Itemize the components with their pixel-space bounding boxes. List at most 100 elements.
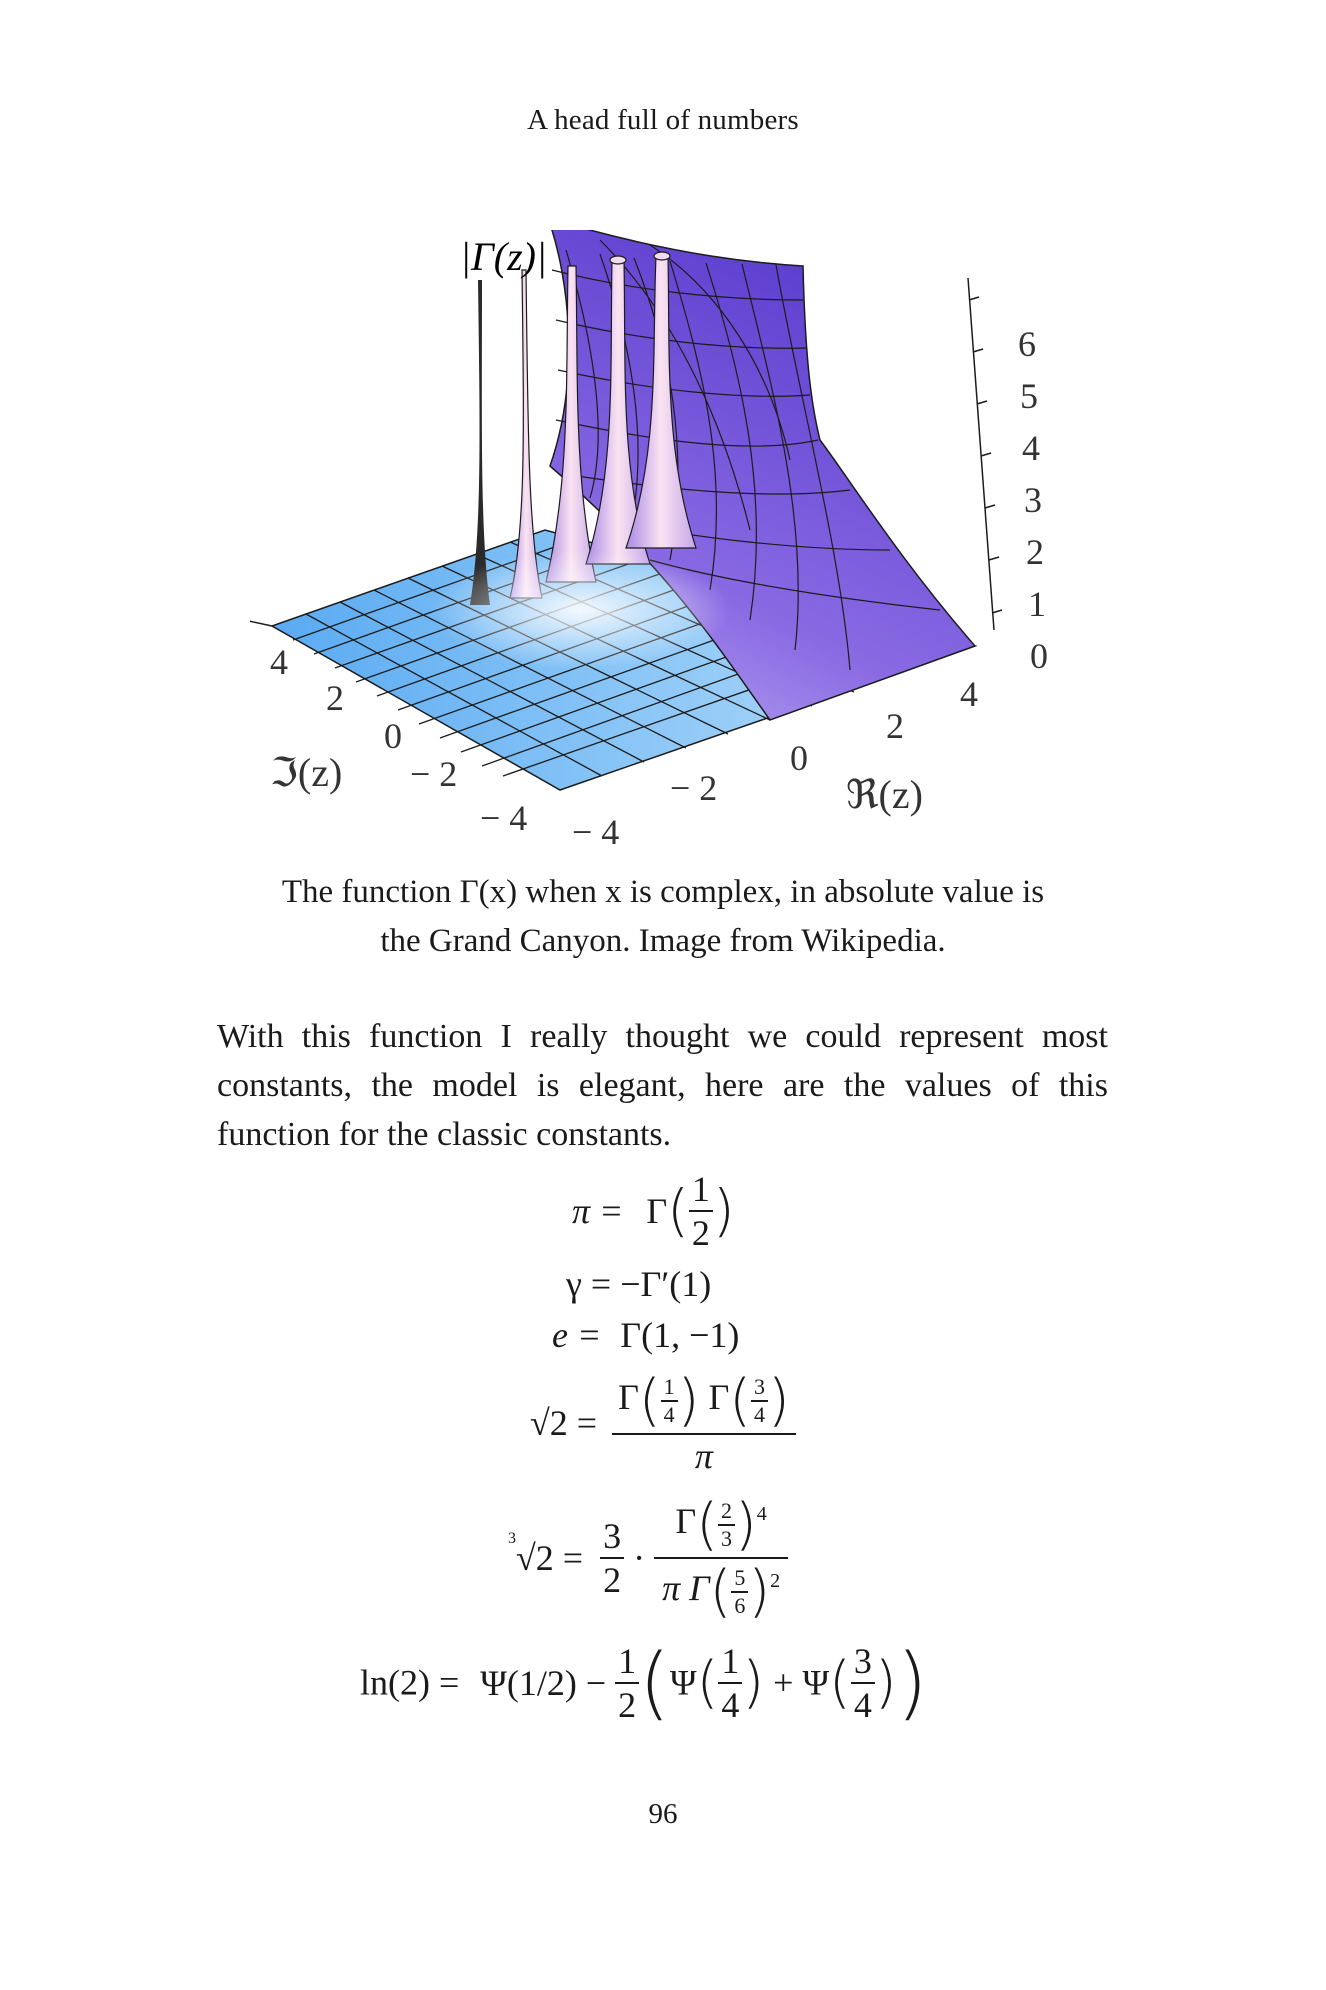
eq-rhs: Γ(1, −1) (620, 1315, 740, 1355)
frac-den: 2 (691, 1213, 710, 1253)
caption-line: the Grand Canyon. Image from Wikipedia. (380, 923, 946, 959)
paren-open: ( (638, 1368, 661, 1433)
z-tick: 5 (1020, 376, 1038, 416)
paren-open: ( (709, 1559, 732, 1624)
real-tick: 0 (790, 738, 808, 778)
paren-close: ) (735, 1492, 757, 1557)
frac-num: Γ(2 3)4 (654, 1492, 789, 1559)
frac-den: 2 (618, 1684, 637, 1725)
pole-spike (470, 280, 490, 605)
imag-tick: − 4 (480, 798, 527, 838)
paren-close: ) (712, 1178, 735, 1244)
gamma-surface-figure: |Γ(z)| 6 5 4 3 2 1 0 4 2 0 − 2 − 4 − 4 −… (243, 216, 1100, 870)
equation-euler-gamma: γ = −Γ′(1) (566, 1263, 711, 1305)
imag-tick: 4 (270, 642, 288, 682)
frac-num: 3 (850, 1640, 875, 1684)
psi-symbol: Ψ (802, 1662, 830, 1703)
pole-spike (625, 255, 697, 549)
plus-operator: + (773, 1662, 794, 1703)
page-number: 96 (648, 1798, 678, 1830)
frac-den: 4 (721, 1684, 740, 1725)
z-tick: 0 (1030, 636, 1048, 676)
eq-lhs: ln(2) = (360, 1662, 460, 1703)
gamma-symbol: Γ (618, 1376, 639, 1417)
pi-gamma: π Γ (662, 1567, 710, 1608)
paren-close: ) (677, 1368, 700, 1433)
z-tick: 3 (1024, 480, 1042, 520)
real-tick: − 4 (572, 812, 619, 852)
z-tick: 6 (1018, 324, 1036, 364)
frac-den: 2 (603, 1560, 622, 1600)
dot-operator: · (633, 1538, 646, 1578)
eq-lhs: γ = −Γ′(1) (566, 1264, 712, 1304)
imag-tick: − 2 (410, 754, 457, 794)
imag-tick: 2 (326, 678, 344, 718)
wall-grid (551, 239, 941, 671)
real-tick: − 2 (670, 768, 717, 808)
imag-axis-label: ℑ(z) (270, 750, 342, 795)
frac-num: 3 (751, 1374, 769, 1402)
psi-half-term: Ψ(1/2) − (480, 1662, 607, 1703)
paren-close: ) (742, 1650, 765, 1715)
paren-open: ( (639, 1636, 671, 1729)
paren-close: ) (874, 1650, 897, 1715)
frac-num: 5 (731, 1565, 749, 1593)
eq-lhs: √2 = (516, 1538, 584, 1578)
root-index: 3 (508, 1530, 516, 1548)
frac-den: 4 (663, 1401, 675, 1427)
gamma-symbol: Γ (708, 1376, 730, 1417)
frac-num: 1 (615, 1640, 640, 1684)
frac-den: 4 (754, 1401, 766, 1427)
pole-spikes (430, 251, 730, 670)
z-axis (967, 277, 1003, 631)
eq-lhs: √2 = (530, 1402, 598, 1443)
equation-ln2: ln(2) = Ψ(1/2) − 1 2 (Ψ(1 4) + Ψ(3 4)) (360, 1636, 928, 1729)
equation-pi: π = Γ(1 2) (572, 1168, 735, 1254)
exponent: 4 (756, 1502, 767, 1525)
frac-den: 3 (721, 1525, 732, 1551)
gamma-surface-plot: |Γ(z)| 6 5 4 3 2 1 0 4 2 0 − 2 − 4 − 4 −… (243, 216, 1048, 852)
paren-close: ) (896, 1636, 928, 1729)
figure-caption: The function Γ(x) when x is complex, in … (210, 868, 1116, 966)
eq-lhs: π = (572, 1191, 624, 1231)
exponent: 2 (770, 1569, 781, 1592)
z-tick: 1 (1028, 584, 1046, 624)
paren-open: ( (729, 1368, 752, 1433)
z-tick: 2 (1026, 532, 1044, 572)
paren-open: ( (696, 1650, 719, 1715)
gamma-symbol: Γ (675, 1500, 697, 1541)
frac-den: 4 (853, 1684, 872, 1725)
frac-num: 1 (660, 1374, 678, 1402)
frac-num: Γ(1 4) Γ(3 4) (612, 1368, 796, 1435)
running-header: A head full of numbers (527, 104, 799, 136)
imag-tick: 0 (384, 716, 402, 756)
body-paragraph: With this function I really thought we c… (217, 1018, 1108, 1153)
frac-num: 1 (688, 1168, 713, 1212)
real-axis-label: ℜ(z) (846, 772, 923, 817)
fraction: Γ(2 3)4 π Γ(5 6)2 (654, 1492, 789, 1624)
eq-lhs: e = (552, 1315, 602, 1355)
frac-den: π (694, 1436, 713, 1476)
z-axis-label: |Γ(z)| (460, 234, 547, 279)
real-tick: 2 (886, 706, 904, 746)
z-tick: 4 (1022, 428, 1040, 468)
paren-open: ( (696, 1492, 718, 1557)
gamma-symbol: Γ (646, 1191, 668, 1231)
caption-line: The function Γ(x) when x is complex, in … (281, 874, 1045, 910)
frac-num: 1 (718, 1640, 743, 1684)
paren-close: ) (768, 1368, 790, 1433)
paren-close: ) (748, 1559, 771, 1624)
psi-symbol: Ψ (670, 1662, 697, 1703)
equation-sqrt2: √2 = Γ(1 4) Γ(3 4) π (530, 1368, 796, 1477)
frac-num: 3 (600, 1515, 625, 1559)
paren-open: ( (667, 1178, 689, 1244)
